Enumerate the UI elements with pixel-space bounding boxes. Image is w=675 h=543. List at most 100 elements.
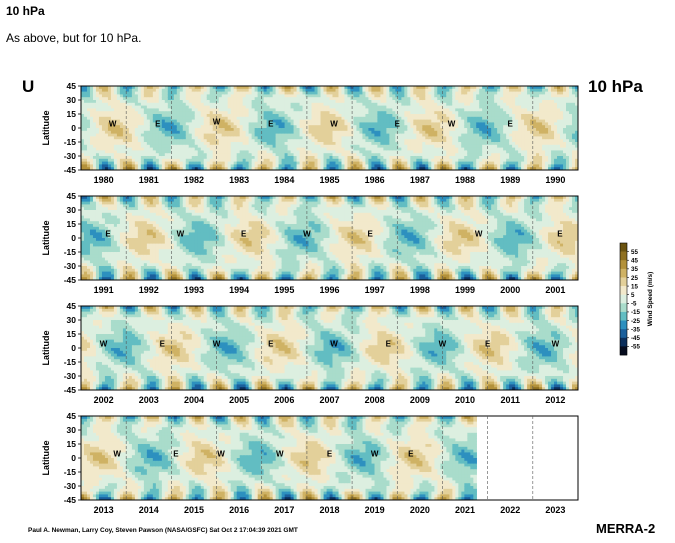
wind-cell <box>224 108 229 112</box>
wind-cell <box>557 147 561 151</box>
wind-cell <box>146 94 151 98</box>
wind-cell <box>524 97 528 101</box>
wind-cell <box>356 111 361 115</box>
wind-cell <box>200 150 205 154</box>
wind-cell <box>347 144 352 149</box>
wind-cell <box>455 136 459 140</box>
wind-cell <box>563 102 567 107</box>
wind-cell <box>314 158 319 163</box>
wind-cell <box>167 139 172 143</box>
wind-cell <box>476 150 480 154</box>
wind-cell <box>377 150 381 154</box>
wind-cell <box>554 111 558 115</box>
wind-cell <box>374 100 378 104</box>
wind-cell <box>242 150 247 154</box>
wind-cell <box>572 102 576 107</box>
wind-cell <box>212 147 217 151</box>
wind-cell <box>182 167 187 170</box>
wind-cell <box>500 88 504 93</box>
wind-cell <box>506 130 510 135</box>
wind-cell <box>398 100 402 104</box>
wind-cell <box>518 128 522 132</box>
wind-cell <box>320 125 325 129</box>
wind-cell <box>176 105 181 109</box>
wind-cell <box>143 128 148 132</box>
wind-cell <box>191 102 196 107</box>
wind-cell <box>338 139 343 143</box>
wind-cell <box>254 142 259 146</box>
wind-cell <box>476 167 480 170</box>
wind-cell <box>140 94 145 98</box>
wind-cell <box>569 136 573 140</box>
wind-cell <box>110 125 115 129</box>
wind-cell <box>542 153 546 157</box>
wind-cell <box>131 86 136 90</box>
wind-cell <box>284 144 289 149</box>
wind-cell <box>473 88 477 93</box>
wind-cell <box>497 102 501 107</box>
wind-cell <box>326 88 331 93</box>
wind-cell <box>113 156 118 160</box>
wind-cell <box>179 153 184 157</box>
wind-cell <box>224 91 229 95</box>
wind-cell <box>452 91 456 95</box>
wind-cell <box>341 116 346 121</box>
wind-cell <box>494 119 498 123</box>
wind-cell <box>275 94 280 98</box>
wind-cell <box>320 111 325 115</box>
wind-cell <box>422 108 426 112</box>
wind-cell <box>527 86 531 90</box>
wind-cell <box>233 153 238 157</box>
wind-cell <box>392 105 396 109</box>
wind-cell <box>326 116 331 121</box>
wind-cell <box>110 133 115 137</box>
wind-cell <box>284 164 289 168</box>
wind-cell <box>230 139 235 143</box>
wind-cell <box>560 91 564 95</box>
wind-cell <box>329 100 334 104</box>
wind-cell <box>479 150 483 154</box>
wind-cell <box>545 102 549 107</box>
wind-cell <box>81 144 85 149</box>
wind-cell <box>203 91 208 95</box>
wind-cell <box>179 94 184 98</box>
wind-cell <box>221 158 226 163</box>
wind-cell <box>539 130 543 135</box>
wind-cell <box>161 97 166 101</box>
wind-cell <box>125 136 130 140</box>
wind-cell <box>431 91 435 95</box>
wind-cell <box>446 153 450 157</box>
wind-cell <box>515 111 519 115</box>
wind-cell <box>371 164 376 168</box>
wind-cell <box>248 164 253 168</box>
wind-cell <box>299 139 304 143</box>
wind-cell <box>179 91 184 95</box>
wind-cell <box>203 158 208 163</box>
wind-cell <box>212 130 217 135</box>
wind-cell <box>221 116 226 121</box>
wind-cell <box>557 164 561 168</box>
wind-cell <box>431 86 435 90</box>
wind-cell <box>479 122 483 126</box>
wind-cell <box>401 161 405 165</box>
wind-cell <box>185 158 190 163</box>
wind-cell <box>290 144 295 149</box>
wind-cell <box>164 100 169 104</box>
wind-cell <box>302 100 307 104</box>
wind-cell <box>467 86 471 90</box>
wind-cell <box>332 139 337 143</box>
wind-cell <box>191 158 196 163</box>
wind-cell <box>314 167 319 170</box>
wind-cell <box>365 164 370 168</box>
wind-cell <box>293 94 298 98</box>
wind-cell <box>530 122 534 126</box>
wind-cell <box>209 116 214 121</box>
wind-cell <box>401 100 405 104</box>
wind-cell <box>251 130 256 135</box>
wind-cell <box>89 136 94 140</box>
wind-cell <box>437 125 441 129</box>
wind-cell <box>548 150 552 154</box>
wind-cell <box>329 147 334 151</box>
wind-cell <box>512 164 516 168</box>
wind-cell <box>482 125 486 129</box>
